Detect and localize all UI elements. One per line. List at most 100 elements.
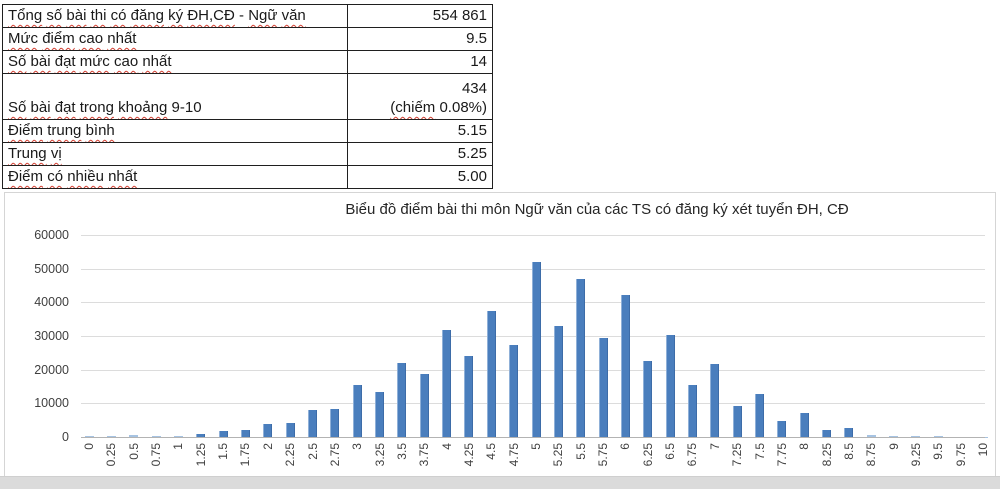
x-tick-label: 4 — [440, 443, 454, 450]
bar-5 — [532, 262, 541, 437]
word: Điểm — [8, 168, 44, 185]
x-tick-label: 8.5 — [842, 443, 856, 460]
bar-1.75 — [241, 429, 250, 437]
word: có — [47, 168, 64, 185]
word: điểm — [42, 30, 75, 47]
table-value-cell[interactable]: 434 (chiếm 0.08%) — [347, 73, 493, 120]
bar-4 — [442, 330, 451, 437]
x-tick-label: 6.5 — [663, 443, 677, 460]
word: nhất — [108, 168, 138, 185]
word: khoảng — [118, 99, 168, 116]
table-value-cell[interactable]: 5.15 — [347, 119, 493, 143]
bar-8 — [800, 412, 809, 437]
word: văn — [281, 7, 306, 24]
bar-5.25 — [554, 325, 563, 437]
x-tick-label: 5 — [529, 443, 543, 450]
bar-1.25 — [196, 433, 205, 437]
word: nhất — [107, 30, 137, 47]
table-value-cell[interactable]: 9.5 — [347, 27, 493, 51]
bar-3.75 — [420, 374, 429, 437]
table-label-cell[interactable]: Số bài đạt mức cao nhất — [2, 50, 348, 74]
bar-8.25 — [822, 430, 831, 437]
table-value-cell[interactable]: 14 — [347, 50, 493, 74]
bar-9.5 — [934, 436, 943, 437]
bar-2 — [263, 423, 272, 437]
bar-0 — [85, 435, 94, 437]
x-tick-label: 6 — [618, 443, 632, 450]
bar-1 — [174, 435, 183, 437]
value-line: (chiếm 0.08%) — [353, 98, 487, 117]
bar-7.25 — [733, 405, 742, 437]
word: bài — [66, 7, 87, 24]
word: mức — [79, 53, 110, 70]
x-tick-label: 3 — [350, 443, 364, 450]
table-label-cell[interactable]: Số bài đạt trong khoảng 9-10 — [2, 73, 348, 120]
bar-0.75 — [152, 435, 161, 437]
table-label-cell[interactable]: Trung vị — [2, 142, 348, 166]
word: đăng — [130, 7, 164, 24]
table-row: Điểm trung bình 5.15 — [2, 119, 493, 143]
y-tick-label: 0 — [62, 430, 69, 444]
word: 5.25 — [457, 145, 487, 162]
word: bình — [85, 122, 115, 139]
y-tick-label: 30000 — [34, 329, 69, 343]
bar-4.25 — [464, 355, 473, 437]
bar-7.75 — [777, 420, 786, 437]
word: Điểm — [8, 122, 44, 139]
x-tick-label: 5.75 — [596, 443, 610, 467]
x-tick-label: 5.25 — [551, 443, 565, 467]
bar-5.5 — [576, 278, 585, 437]
bar-5.75 — [599, 337, 608, 437]
table-label-cell[interactable]: Điểm trung bình — [2, 119, 348, 143]
table-value-cell[interactable]: 5.00 — [347, 165, 493, 189]
bar-7 — [710, 363, 719, 437]
bar-3 — [353, 385, 362, 437]
x-tick-label: 8.75 — [864, 443, 878, 467]
x-tick-label: 2.25 — [283, 443, 297, 467]
y-tick-label: 40000 — [34, 295, 69, 309]
x-tick-label: 3.25 — [373, 443, 387, 467]
x-tick-label: 4.75 — [507, 443, 521, 467]
word: (chiếm — [390, 99, 436, 116]
x-tick-label: 6.75 — [685, 443, 699, 467]
bar-8.75 — [867, 435, 876, 437]
bar-1.5 — [219, 431, 228, 437]
table-value-cell[interactable]: 554 861 — [347, 4, 493, 28]
table-label-cell[interactable]: Mức điểm cao nhất — [2, 27, 348, 51]
x-tick-label: 2 — [261, 443, 275, 450]
x-tick-label: 0 — [82, 443, 96, 450]
gridline — [81, 235, 985, 236]
table-row: Điểm có nhiều nhất 5.00 — [2, 165, 493, 189]
x-tick-label: 8 — [797, 443, 811, 450]
word: 5.15 — [457, 122, 487, 139]
y-tick-label: 20000 — [34, 363, 69, 377]
word: Trung — [8, 145, 47, 162]
table-label-cell[interactable]: Tổng số bài thi có đăng ký ĐH,CĐ - Ngữ v… — [2, 4, 348, 28]
x-tick-label: 1.5 — [216, 443, 230, 460]
x-tick-label: 6.25 — [641, 443, 655, 467]
x-tick-label: 3.75 — [417, 443, 431, 467]
bar-2.5 — [308, 409, 317, 437]
x-tick-label: 3.5 — [395, 443, 409, 460]
word: đạt — [54, 99, 76, 116]
word: 0.08%) — [439, 99, 487, 116]
chart-object[interactable]: Biểu đồ điểm bài thi môn Ngữ văn của các… — [4, 192, 996, 476]
x-tick-label: 0.75 — [149, 443, 163, 467]
table-label-cell[interactable]: Điểm có nhiều nhất — [2, 165, 348, 189]
chart-title: Biểu đồ điểm bài thi môn Ngữ văn của các… — [345, 201, 849, 218]
table-row: Số bài đạt trong khoảng 9-10 434 (chiếm 0.… — [2, 73, 493, 120]
word: ký — [168, 7, 184, 24]
bar-6 — [621, 295, 630, 437]
x-tick-label: 4.25 — [462, 443, 476, 467]
x-tick-label: 8.25 — [820, 443, 834, 467]
x-tick-label: 7.75 — [775, 443, 789, 467]
x-tick-label: 7.25 — [730, 443, 744, 467]
word: bài — [30, 99, 51, 116]
y-tick-label: 10000 — [34, 396, 69, 410]
table-value-cell[interactable]: 5.25 — [347, 142, 493, 166]
word: nhất — [142, 53, 172, 70]
word: đạt — [54, 53, 76, 70]
bar-3.25 — [375, 391, 384, 437]
x-tick-label: 2.5 — [306, 443, 320, 460]
bar-9.25 — [911, 436, 920, 437]
